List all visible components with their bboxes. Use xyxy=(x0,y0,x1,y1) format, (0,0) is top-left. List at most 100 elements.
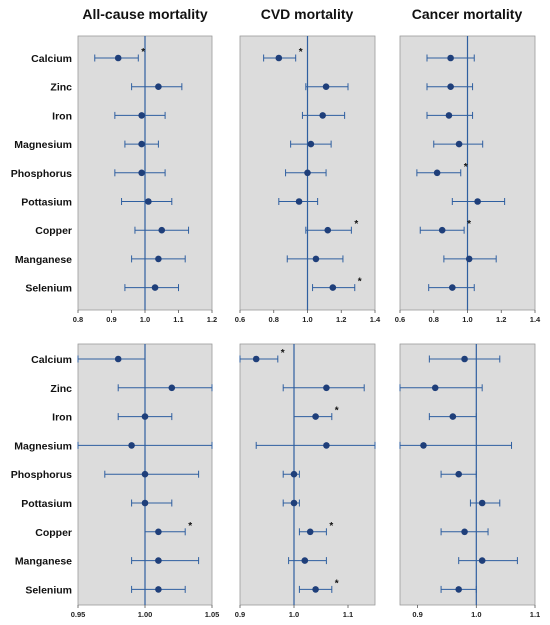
row-label-selenium: Selenium xyxy=(25,283,72,295)
point-estimate xyxy=(312,413,319,420)
point-estimate xyxy=(141,470,149,478)
point-estimate xyxy=(312,255,320,263)
x-tick-label: 1.0 xyxy=(289,610,299,619)
significance-asterisk: * xyxy=(467,219,471,230)
significance-asterisk: * xyxy=(358,277,362,288)
x-tick-label: 0.8 xyxy=(429,315,439,324)
row-label-calcium: Calcium xyxy=(31,354,72,366)
significance-asterisk: * xyxy=(335,406,339,417)
x-tick-label: 1.00 xyxy=(138,610,153,619)
point-estimate xyxy=(449,413,457,420)
point-estimate xyxy=(275,54,283,62)
row-label-magnesium: Magnesium xyxy=(14,440,72,452)
point-estimate xyxy=(114,54,122,62)
point-estimate xyxy=(323,384,330,392)
point-estimate xyxy=(447,83,454,90)
row-label-iron: Iron xyxy=(52,110,72,122)
point-estimate xyxy=(461,355,468,363)
x-tick-label: 0.9 xyxy=(106,315,116,324)
point-estimate xyxy=(449,284,456,291)
significance-asterisk: * xyxy=(335,578,339,589)
x-tick-label: 1.1 xyxy=(173,315,183,324)
row-label-pottasium: Pottasium xyxy=(21,197,72,209)
significance-asterisk: * xyxy=(188,521,192,532)
significance-asterisk: * xyxy=(329,521,333,532)
point-estimate xyxy=(295,198,303,205)
x-tick-label: 1.4 xyxy=(530,315,541,324)
x-tick-label: 1.4 xyxy=(370,315,381,324)
column-title-all-cause: All-cause mortality xyxy=(82,6,208,22)
point-estimate xyxy=(307,140,315,148)
significance-asterisk: * xyxy=(464,162,468,173)
x-tick-label: 1.2 xyxy=(336,315,346,324)
point-estimate xyxy=(323,442,330,449)
point-estimate xyxy=(461,528,468,536)
x-tick-label: 0.9 xyxy=(412,610,422,619)
point-estimate xyxy=(433,169,441,177)
point-estimate xyxy=(151,284,159,291)
point-estimate xyxy=(138,140,145,148)
point-estimate xyxy=(420,442,427,449)
row-label-calcium: Calcium xyxy=(31,53,72,65)
point-estimate xyxy=(478,557,486,564)
point-estimate xyxy=(455,586,462,593)
point-estimate xyxy=(431,384,439,392)
row-label-copper: Copper xyxy=(35,527,72,539)
point-estimate xyxy=(319,112,326,119)
row-label-copper: Copper xyxy=(35,225,72,237)
x-tick-label: 1.0 xyxy=(302,315,312,324)
point-estimate xyxy=(145,198,152,205)
x-tick-label: 1.05 xyxy=(205,610,220,619)
point-estimate xyxy=(478,499,486,507)
point-estimate xyxy=(155,83,162,90)
row-label-manganese: Manganese xyxy=(15,254,72,266)
x-tick-label: 0.6 xyxy=(235,315,245,324)
point-estimate xyxy=(312,586,319,593)
significance-asterisk: * xyxy=(281,348,285,359)
x-tick-label: 1.1 xyxy=(530,610,540,619)
point-estimate xyxy=(445,112,453,119)
point-estimate xyxy=(141,499,149,507)
point-estimate xyxy=(290,499,298,507)
point-estimate xyxy=(304,169,311,177)
column-title-cancer: Cancer mortality xyxy=(411,6,523,22)
point-estimate xyxy=(322,83,330,90)
point-estimate xyxy=(155,557,162,564)
x-tick-label: 0.6 xyxy=(395,315,405,324)
point-estimate xyxy=(290,470,298,478)
row-label-zinc: Zinc xyxy=(50,383,72,395)
point-estimate xyxy=(138,169,145,177)
x-tick-label: 0.8 xyxy=(73,315,83,324)
significance-asterisk: * xyxy=(354,219,358,230)
point-estimate xyxy=(306,528,314,536)
x-tick-label: 1.1 xyxy=(343,610,353,619)
point-estimate xyxy=(329,284,337,291)
point-estimate xyxy=(114,355,122,363)
x-tick-label: 1.2 xyxy=(207,315,217,324)
point-estimate xyxy=(128,442,135,449)
x-tick-label: 1.0 xyxy=(462,315,472,324)
point-estimate xyxy=(252,355,260,363)
point-estimate xyxy=(455,470,462,478)
point-estimate xyxy=(465,255,473,263)
row-label-pottasium: Pottasium xyxy=(21,498,72,510)
point-estimate xyxy=(447,54,454,62)
significance-asterisk: * xyxy=(141,47,145,58)
point-estimate xyxy=(324,226,332,234)
point-estimate xyxy=(155,586,162,593)
x-tick-label: 1.0 xyxy=(140,315,150,324)
point-estimate xyxy=(141,413,149,420)
x-tick-label: 0.8 xyxy=(269,315,279,324)
column-title-cvd: CVD mortality xyxy=(260,6,354,22)
x-tick-label: 1.2 xyxy=(496,315,506,324)
point-estimate xyxy=(455,140,463,148)
x-tick-label: 0.95 xyxy=(71,610,86,619)
panel-background xyxy=(239,343,376,606)
row-label-iron: Iron xyxy=(52,412,72,424)
row-label-manganese: Manganese xyxy=(15,556,72,568)
row-label-phosphorus: Phosphorus xyxy=(11,168,72,180)
row-label-phosphorus: Phosphorus xyxy=(11,469,72,481)
row-label-zinc: Zinc xyxy=(50,82,72,94)
